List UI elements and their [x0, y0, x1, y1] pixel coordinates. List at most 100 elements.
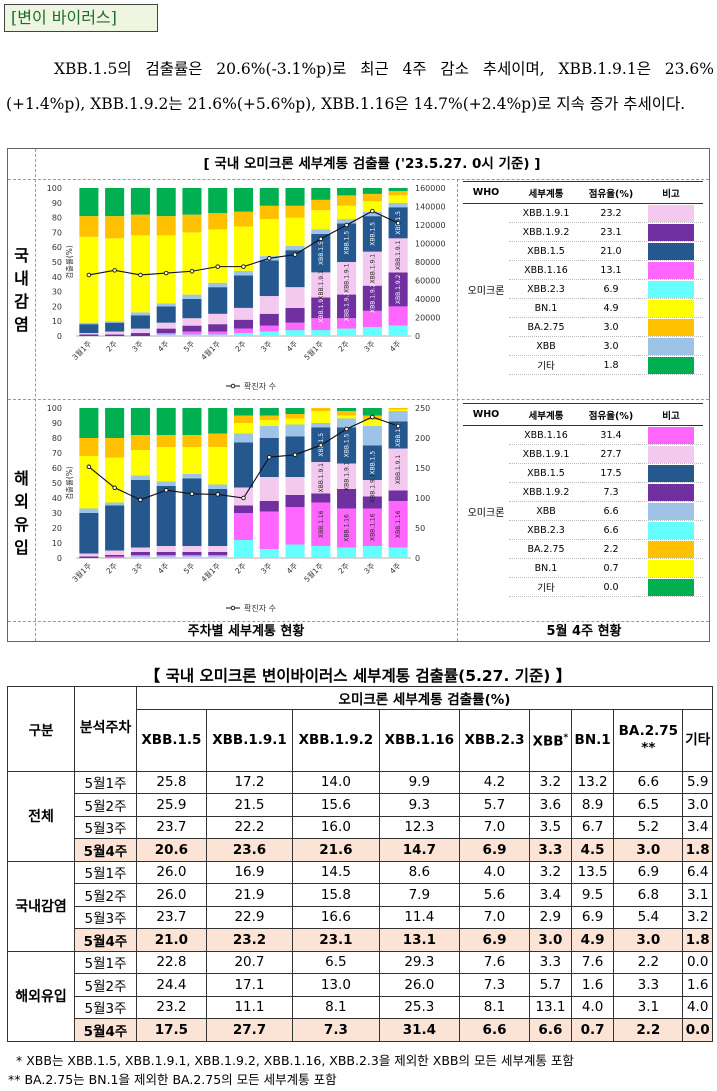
line-point [395, 220, 401, 226]
bar-segment [388, 188, 408, 191]
bar-segment [362, 188, 382, 194]
value-cell: 2.9 [528, 905, 572, 929]
bar-segment [182, 325, 202, 332]
bar-segment [388, 306, 408, 326]
y-tick-label: 20 [52, 524, 62, 533]
bar-segment [311, 502, 331, 546]
bar-segment [105, 555, 125, 557]
bar-segment [130, 315, 150, 329]
legend-share: 23.2 [583, 203, 639, 223]
y-tick-label: 20 [52, 302, 62, 311]
bar-segment [156, 334, 176, 336]
bar-segment [233, 188, 254, 212]
bar-segment [156, 552, 176, 555]
value-cell: 4.2 [459, 770, 530, 794]
bar-segment [337, 463, 357, 489]
value-cell: 7.3 [292, 1018, 380, 1042]
value-cell: 12.3 [378, 815, 461, 839]
y-tick-label: 100 [47, 184, 62, 193]
legend-share: 2.2 [583, 539, 639, 559]
bar-segment [311, 318, 331, 331]
value-cell: 6.4 [682, 860, 713, 884]
bar-segment [208, 213, 228, 230]
bar-annotation: XBB.1.9.2 [395, 274, 402, 304]
legend-swatch-cell [639, 501, 703, 521]
y2-tick-label: 120000 [415, 221, 446, 230]
y2-tick-label: 20000 [415, 314, 440, 323]
bar-segment [233, 275, 254, 308]
value-cell: 20.6 [136, 838, 207, 862]
value-cell: 3.0 [613, 838, 684, 862]
y-tick-label: 30 [52, 509, 62, 518]
legend-swatch [648, 280, 694, 298]
legend-share: 23.1 [583, 222, 639, 242]
row-label-char: 입 [14, 538, 29, 557]
legend-row: XBB.1.16 13.1 [463, 260, 703, 280]
legend-swatch [648, 299, 694, 317]
bar-segment [337, 408, 357, 411]
legend-swatch [648, 559, 694, 577]
table-row: 5월3주 23.2 11.1 8.1 25.3 8.1 13.1 4.0 3.1 4.0 [8, 995, 713, 1019]
value-cell: 23.7 [136, 815, 207, 839]
bar-segment [182, 188, 202, 215]
legend-row: XBB.2.3 6.9 [463, 279, 703, 299]
value-cell: 4.0 [459, 860, 530, 884]
bar-annotation: XBB.1.9.2 [344, 291, 351, 321]
bar-annotation: XBB.1.9.2 [369, 283, 376, 313]
line-point [138, 272, 143, 278]
x-tick-label: 4주 [285, 339, 300, 354]
bar-segment [388, 325, 408, 336]
legend-table-overseas: WHO 세부계통 점유율(%) 비고 오미크론 XBB.1.16 31.4 XBB.1… [463, 403, 703, 597]
bar-annotation: XBB.1.9.1 [318, 463, 325, 493]
y2-tick-label: 50 [415, 524, 425, 533]
value-cell: 3.2 [682, 905, 713, 929]
x-tick-label: 4주 [156, 561, 171, 576]
legend-row: XBB.1.9.2 7.3 [463, 482, 703, 502]
legend-swatch-cell [639, 577, 703, 597]
bar-segment [233, 540, 254, 558]
bar-segment [388, 195, 408, 203]
bar-segment [130, 328, 150, 334]
value-cell: 16.6 [292, 905, 380, 929]
header-group: 구분 [7, 686, 75, 772]
value-cell: 15.8 [292, 883, 380, 907]
y-tick-label: 70 [52, 449, 62, 458]
bar-segment [337, 294, 357, 319]
y-tick-label: 50 [52, 479, 62, 488]
bar-segment [362, 496, 382, 509]
value-cell: 23.2 [136, 995, 207, 1019]
value-cell: 7.3 [459, 973, 530, 997]
value-cell: 3.3 [528, 838, 572, 862]
bar-segment [285, 414, 305, 419]
y-axis-label: 검출률(%) [64, 466, 74, 500]
bar-segment [285, 507, 305, 545]
legend-header-who: WHO [463, 181, 509, 204]
x-tick-label: 3월1주 [70, 338, 94, 362]
legend-lineage: XBB.2.3 [509, 279, 583, 299]
line-point [189, 268, 195, 274]
line-point [189, 491, 195, 497]
figure-caption-left: 주차별 세부계통 현황 [187, 624, 305, 639]
y2-tick-label: 80000 [415, 258, 440, 267]
bar-segment [130, 480, 150, 548]
legend-lineage: BA.2.75 [509, 317, 583, 337]
legend-share: 0.7 [583, 558, 639, 578]
bar-segment [182, 232, 202, 295]
column-header: XBB.1.5 [136, 708, 207, 772]
bar-segment [285, 322, 305, 331]
x-tick-label: 2주 [336, 339, 351, 354]
x-tick-label: 3주 [259, 561, 274, 576]
line-point [215, 492, 220, 497]
bar-annotation: XBB.1.16 [318, 510, 325, 538]
bar-segment [79, 236, 99, 323]
x-tick-label: 2주 [233, 339, 248, 354]
y2-tick-label: 40000 [415, 295, 440, 304]
legend-swatch [648, 242, 694, 260]
bar-segment [233, 433, 254, 443]
bar-segment [337, 188, 357, 196]
bar-segment [362, 201, 382, 212]
bar-annotation: XBB.1.5 [318, 241, 325, 265]
line-point [163, 270, 169, 276]
legend-swatch [648, 318, 694, 336]
